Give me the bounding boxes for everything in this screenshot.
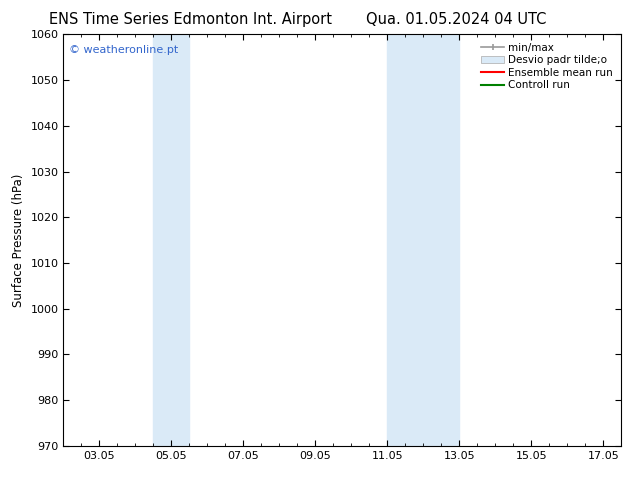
- Bar: [387, 34, 460, 446]
- Text: ENS Time Series Edmonton Int. Airport: ENS Time Series Edmonton Int. Airport: [49, 12, 332, 27]
- Legend: min/max, Desvio padr tilde;o, Ensemble mean run, Controll run: min/max, Desvio padr tilde;o, Ensemble m…: [478, 40, 616, 94]
- Text: Qua. 01.05.2024 04 UTC: Qua. 01.05.2024 04 UTC: [366, 12, 547, 27]
- Text: © weatheronline.pt: © weatheronline.pt: [69, 45, 178, 54]
- Bar: [153, 34, 190, 446]
- Y-axis label: Surface Pressure (hPa): Surface Pressure (hPa): [12, 173, 25, 307]
